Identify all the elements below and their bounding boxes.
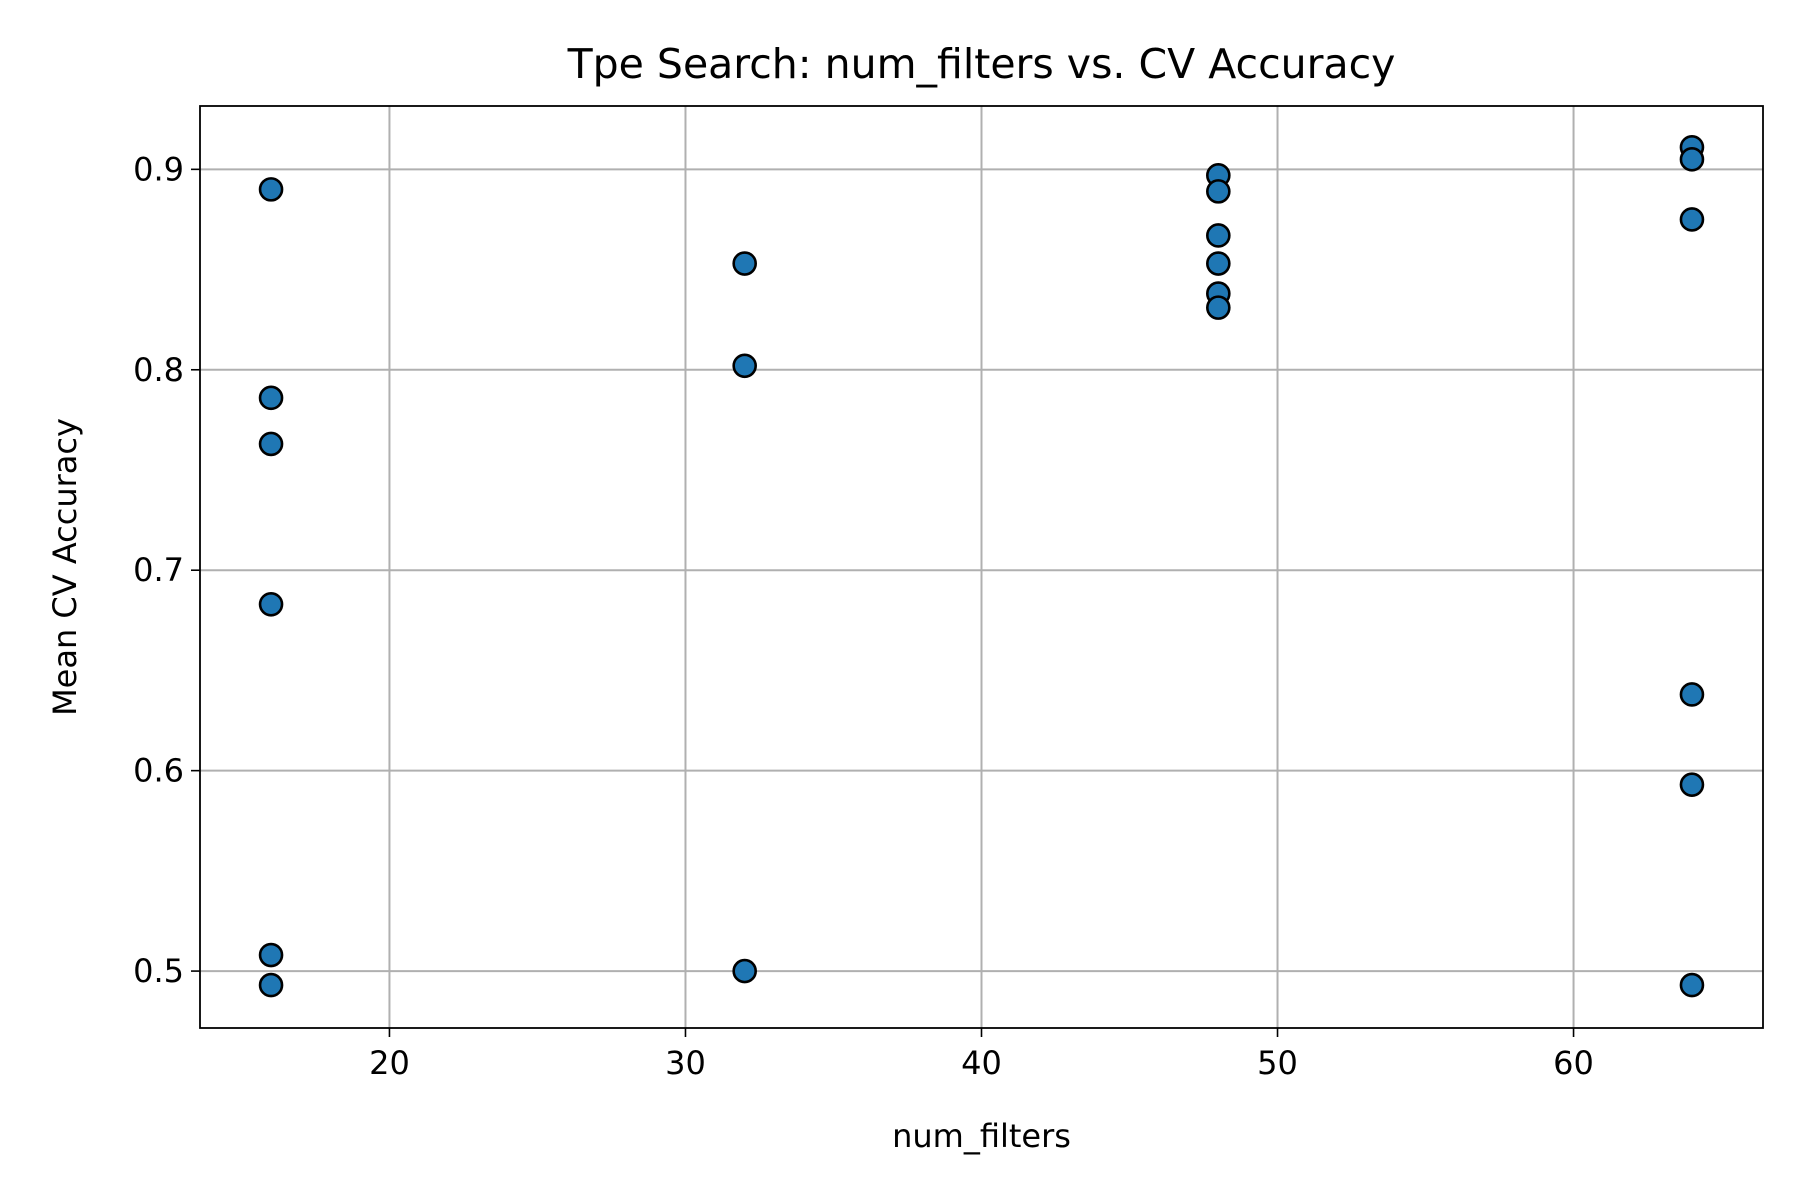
data-point <box>1679 682 1705 707</box>
y-tick-label: 0.5 <box>133 952 184 990</box>
data-point <box>258 972 284 998</box>
x-axis-ticks: 20 30 40 50 60 <box>369 1028 1594 1082</box>
data-point <box>732 958 757 984</box>
x-axis-label: num_filters <box>892 1117 1071 1155</box>
x-tick-label: 30 <box>665 1044 706 1082</box>
y-tick-label: 0.8 <box>133 351 184 389</box>
data-point <box>1206 251 1231 276</box>
grid-lines <box>200 106 1763 1028</box>
data-point <box>1679 147 1705 172</box>
y-tick-label: 0.6 <box>133 752 184 790</box>
data-point <box>1206 223 1231 248</box>
y-tick-label: 0.9 <box>133 150 184 188</box>
data-point <box>258 591 284 617</box>
x-tick-label: 20 <box>369 1044 410 1082</box>
chart-title: Tpe Search: num_filters vs. CV Accuracy <box>567 40 1396 88</box>
data-point <box>1679 207 1705 232</box>
y-axis-label: Mean CV Accuracy <box>46 418 84 716</box>
data-point <box>732 353 757 379</box>
scatter-points <box>258 134 1705 998</box>
data-point <box>258 385 284 411</box>
data-point <box>258 177 284 202</box>
data-point <box>1679 772 1705 797</box>
y-axis-ticks: 0.5 0.6 0.7 0.8 0.9 <box>133 150 200 990</box>
data-point <box>1206 295 1231 320</box>
y-tick-label: 0.7 <box>133 551 184 589</box>
data-point <box>258 431 284 457</box>
x-tick-label: 50 <box>1257 1044 1298 1082</box>
data-point <box>258 942 284 968</box>
x-tick-label: 60 <box>1553 1044 1594 1082</box>
x-tick-label: 40 <box>961 1044 1002 1082</box>
data-point <box>1206 179 1231 204</box>
data-point <box>1679 972 1705 998</box>
data-point <box>732 251 757 276</box>
